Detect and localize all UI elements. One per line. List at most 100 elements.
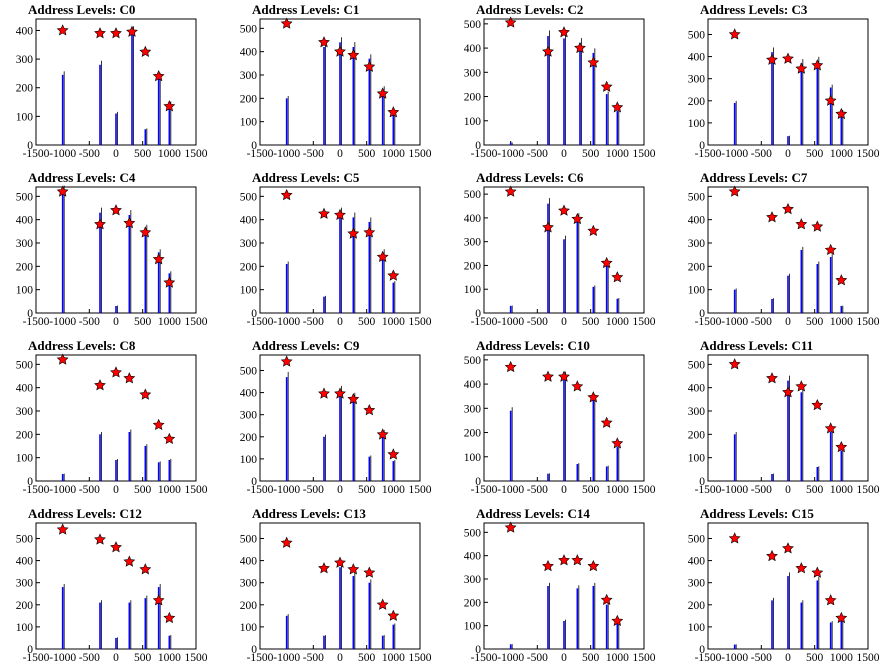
- x-tick-label: -1000: [49, 484, 76, 496]
- peak-star-marker: [94, 27, 106, 39]
- x-tick-label: -500: [751, 316, 772, 328]
- chart-title: Address Levels: C8: [28, 338, 136, 353]
- x-tick-label: 1500: [633, 148, 656, 160]
- x-tick-label: 500: [134, 148, 152, 160]
- y-tick-label: 200: [688, 600, 706, 612]
- peak-star-marker: [587, 559, 600, 572]
- x-tick-label: -500: [303, 316, 324, 328]
- peak-star-marker: [504, 16, 517, 28]
- x-tick-label: -1500: [247, 484, 274, 496]
- chart-svg: Address Levels: C40100200300400500-1500-…: [16, 170, 208, 328]
- y-tick-label: 400: [464, 551, 482, 563]
- chart-svg: Address Levels: C90100200300400500-1500-…: [240, 338, 432, 496]
- peak-star-marker: [139, 226, 152, 238]
- chart-title: Address Levels: C1: [252, 2, 359, 17]
- x-tick-label: 1000: [830, 652, 853, 664]
- x-tick-label: -1500: [471, 316, 498, 328]
- x-tick-label: 0: [113, 148, 119, 160]
- peak-star-marker: [152, 418, 165, 431]
- peak-star-marker: [611, 101, 624, 113]
- chart-svg: Address Levels: C0 0 100 200 300 400 -1500 -100…: [16, 2, 208, 160]
- chart-title: Address Levels: C3: [700, 2, 808, 17]
- y-tick-label: 200: [240, 261, 258, 273]
- x-tick-label: 0: [561, 148, 567, 160]
- peak-star-marker: [542, 370, 554, 382]
- y-tick-label: 200: [688, 96, 706, 108]
- peak-star-marker: [334, 387, 346, 399]
- peak-star-marker: [163, 432, 176, 445]
- chart-panel: Address Levels: C6 0 100 200 300 400 500 -1500-…: [448, 168, 672, 336]
- x-tick-label: 1500: [857, 484, 880, 496]
- chart-title: Address Levels: C2: [476, 2, 583, 17]
- y-tick-label: 0: [251, 308, 257, 320]
- peak-star-marker: [376, 250, 389, 263]
- x-tick-label: 1000: [606, 148, 629, 160]
- x-tick-label: 0: [785, 316, 791, 328]
- y-tick-label: 300: [240, 70, 258, 82]
- peak-star-marker: [611, 437, 624, 449]
- chart-panel: Address Levels: C7 0 100 200 300 400 500 -1500-…: [672, 168, 896, 336]
- x-tick-label: -1000: [273, 148, 300, 160]
- peak-star-marker: [558, 370, 570, 382]
- x-tick-label: 500: [582, 484, 600, 496]
- peak-star-marker: [334, 45, 346, 57]
- chart-panel: Address Levels: C1 0 100 200 300 400 500 -1500-…: [224, 0, 448, 168]
- x-tick-label: -1000: [497, 148, 524, 160]
- y-tick-label: 100: [16, 111, 34, 123]
- x-tick-label: -500: [751, 652, 772, 664]
- x-tick-label: -1000: [497, 316, 524, 328]
- x-tick-label: 1500: [409, 652, 432, 664]
- x-tick-label: 0: [561, 484, 567, 496]
- y-tick-label: 300: [240, 410, 258, 422]
- y-tick-label: 400: [240, 47, 258, 59]
- peak-star-marker: [363, 60, 376, 72]
- x-tick-label: -1000: [497, 484, 524, 496]
- x-tick-label: -500: [751, 484, 772, 496]
- peak-star-marker: [163, 276, 176, 288]
- y-tick-label: 0: [27, 140, 33, 152]
- y-tick-label: 400: [16, 556, 34, 568]
- peak-star-marker: [504, 185, 517, 197]
- peak-star-marker: [318, 36, 330, 48]
- y-tick-label: 300: [16, 54, 34, 66]
- x-tick-label: 1000: [606, 484, 629, 496]
- y-tick-label: 200: [240, 93, 258, 105]
- x-tick-label: 1000: [382, 148, 405, 160]
- peak-star-marker: [280, 355, 293, 367]
- x-tick-label: -1500: [695, 652, 722, 664]
- x-tick-label: 0: [561, 652, 567, 664]
- peak-star-marker: [56, 24, 69, 36]
- x-tick-label: -1500: [471, 148, 498, 160]
- y-tick-label: 0: [699, 308, 705, 320]
- y-tick-label: 200: [240, 600, 258, 612]
- peak-star-marker: [824, 94, 837, 106]
- y-tick-label: 500: [240, 533, 258, 545]
- x-tick-label: 0: [337, 148, 343, 160]
- peak-star-marker: [542, 559, 554, 572]
- x-tick-label: -500: [303, 484, 324, 496]
- x-tick-label: -500: [527, 148, 548, 160]
- x-tick-label: -1000: [273, 316, 300, 328]
- peak-star-marker: [795, 218, 808, 230]
- peak-star-marker: [795, 62, 808, 74]
- y-tick-label: 0: [475, 140, 481, 152]
- y-tick-label: 300: [16, 238, 34, 250]
- peak-star-marker: [766, 53, 778, 65]
- peak-star-marker: [94, 379, 106, 391]
- peak-star-marker: [811, 566, 824, 578]
- y-tick-label: 200: [464, 92, 482, 104]
- peak-star-marker: [611, 271, 624, 283]
- x-tick-label: 0: [337, 652, 343, 664]
- chart-panel: Address Levels: C5 0 100 200 300 400 500 -1500-…: [224, 168, 448, 336]
- y-tick-label: 400: [16, 383, 34, 395]
- peak-star-marker: [571, 380, 584, 392]
- x-tick-label: 1000: [830, 484, 853, 496]
- x-tick-label: -1500: [23, 652, 50, 664]
- y-tick-label: 300: [464, 574, 482, 586]
- y-tick-label: 400: [464, 213, 482, 225]
- chart-svg: Address Levels: C80100200300400500-1500-…: [16, 338, 208, 496]
- peak-star-marker: [318, 387, 330, 399]
- peak-star-marker: [280, 536, 293, 548]
- y-tick-label: 400: [464, 43, 482, 55]
- peak-star-marker: [387, 106, 400, 118]
